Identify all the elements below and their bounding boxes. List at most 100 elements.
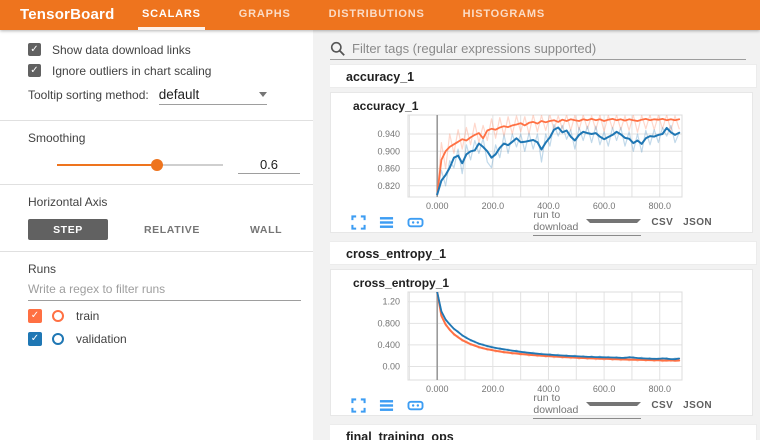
svg-text:600.0: 600.0 [593,384,616,394]
svg-text:0.000: 0.000 [426,201,449,211]
svg-text:1.20: 1.20 [382,297,400,307]
svg-text:800.0: 800.0 [648,384,671,394]
cross-entropy-chart[interactable]: 0.00 0.400 0.800 1.20 0.000 200.0 400.0 600.0 80… [331,288,752,395]
smoothing-slider[interactable] [57,158,223,172]
section-title: final_training_ops [346,430,454,440]
chart-title: cross_entropy_1 [353,276,450,290]
svg-text:200.0: 200.0 [482,384,505,394]
filter-tags-input[interactable] [352,41,746,56]
pill-dots-icon [407,217,424,227]
svg-text:600.0: 600.0 [593,201,616,211]
svg-text:0.400: 0.400 [377,340,400,350]
checkbox-ignore-outliers[interactable]: ✓ [28,64,41,77]
horizontal-lines-icon [379,216,394,228]
slider-thumb[interactable] [150,159,163,171]
main-content: accuracy_1 accuracy_1 0.820 0.860 0.900 0.9… [313,30,760,440]
run-row-validation[interactable]: ✓ validation [28,331,303,347]
fit-domain-button[interactable] [407,398,424,413]
svg-text:0.940: 0.940 [377,129,400,139]
tab-scalars[interactable]: SCALARS [138,0,205,30]
fullscreen-icon [351,397,366,413]
run-checkbox-validation[interactable]: ✓ [28,332,42,346]
svg-text:200.0: 200.0 [482,201,505,211]
run-label: train [76,309,100,323]
toggle-runs-button[interactable] [379,398,394,413]
run-label: validation [76,332,127,346]
checkbox-label: Show data download links [52,42,191,57]
tab-histograms[interactable]: HISTOGRAMS [462,8,545,20]
checkbox-label: Ignore outliers in chart scaling [52,63,212,78]
run-to-download-select[interactable]: run to download [533,391,642,419]
axis-relative-button[interactable]: RELATIVE [130,219,214,240]
sidebar: ✓ Show data download links ✓ Ignore outl… [0,30,313,440]
smoothing-value-input[interactable] [238,156,300,174]
runs-label: Runs [28,262,57,276]
filter-tags-row [330,38,746,60]
checkbox-row-ignore-outliers[interactable]: ✓ Ignore outliers in chart scaling [28,61,303,80]
chart-card-accuracy: accuracy_1 0.820 0.860 0.900 0.940 0.000 200.… [330,92,753,236]
tooltip-sorting-value: default [158,87,200,102]
svg-text:0.820: 0.820 [377,181,400,191]
svg-text:0.860: 0.860 [377,164,400,174]
csv-download-link[interactable]: CSV [651,399,674,411]
svg-text:800.0: 800.0 [648,201,671,211]
json-download-link[interactable]: JSON [683,399,712,411]
axis-wall-button[interactable]: WALL [236,219,296,240]
section-header-accuracy[interactable]: accuracy_1 [330,64,757,88]
chart-card-cross-entropy: cross_entropy_1 0.00 0.400 0.800 1.20 0.000 2… [330,269,753,419]
tooltip-sorting-label: Tooltip sorting method: [28,88,149,102]
smoothing-row [28,156,303,174]
expand-chart-button[interactable] [351,214,366,230]
tooltip-sorting-select[interactable]: default [158,87,267,105]
chart-toolbar: run to download CSV JSON [331,209,752,236]
svg-text:0.00: 0.00 [382,362,400,372]
divider [0,120,313,121]
section-title: accuracy_1 [346,70,415,84]
chevron-down-icon [586,218,642,223]
fullscreen-icon [351,214,366,230]
tab-distributions[interactable]: DISTRIBUTIONS [328,8,425,20]
app-header: TensorBoard SCALARS GRAPHS DISTRIBUTIONS… [0,0,760,30]
divider [0,184,313,185]
app-title: TensorBoard [20,6,115,23]
runs-regex-input[interactable] [28,276,301,301]
section-header-cross-entropy[interactable]: cross_entropy_1 [330,241,757,265]
run-to-download-value: run to download [533,208,579,233]
fit-domain-button[interactable] [407,215,424,230]
search-icon [330,41,345,56]
checkbox-row-show-download-links[interactable]: ✓ Show data download links [28,40,303,59]
svg-text:0.800: 0.800 [377,318,400,328]
accuracy-chart[interactable]: 0.820 0.860 0.900 0.940 0.000 200.0 400.0 600.0… [331,111,752,212]
horizontal-axis-label: Horizontal Axis [28,195,108,209]
csv-download-link[interactable]: CSV [651,216,674,228]
svg-text:400.0: 400.0 [537,384,560,394]
chevron-down-icon [586,401,642,406]
run-color-swatch [52,333,64,345]
run-row-train[interactable]: ✓ train [28,308,303,324]
axis-step-button[interactable]: STEP [28,219,108,240]
svg-text:0.000: 0.000 [426,384,449,394]
tooltip-sorting-row: Tooltip sorting method: default [28,87,303,109]
run-checkbox-train[interactable]: ✓ [28,309,42,323]
tab-graphs[interactable]: GRAPHS [238,8,291,20]
smoothing-label: Smoothing [28,131,86,145]
section-title: cross_entropy_1 [346,247,447,261]
tab-bar: SCALARS GRAPHS DISTRIBUTIONS HISTOGRAMS [138,0,579,30]
chart-toolbar: run to download CSV JSON [331,392,752,419]
section-header-final-training-ops[interactable]: final_training_ops [330,424,757,440]
horizontal-lines-icon [379,399,394,411]
chevron-down-icon [258,92,267,97]
run-to-download-value: run to download [533,391,579,416]
toggle-runs-button[interactable] [379,215,394,230]
svg-text:0.900: 0.900 [377,146,400,156]
run-to-download-select[interactable]: run to download [533,208,642,236]
run-color-swatch [52,310,64,322]
json-download-link[interactable]: JSON [683,216,712,228]
chart-title: accuracy_1 [353,99,419,113]
pill-dots-icon [407,400,424,410]
expand-chart-button[interactable] [351,397,366,413]
horizontal-axis-buttons: STEP RELATIVE WALL [28,219,303,240]
divider [0,251,313,252]
checkbox-show-download-links[interactable]: ✓ [28,43,41,56]
